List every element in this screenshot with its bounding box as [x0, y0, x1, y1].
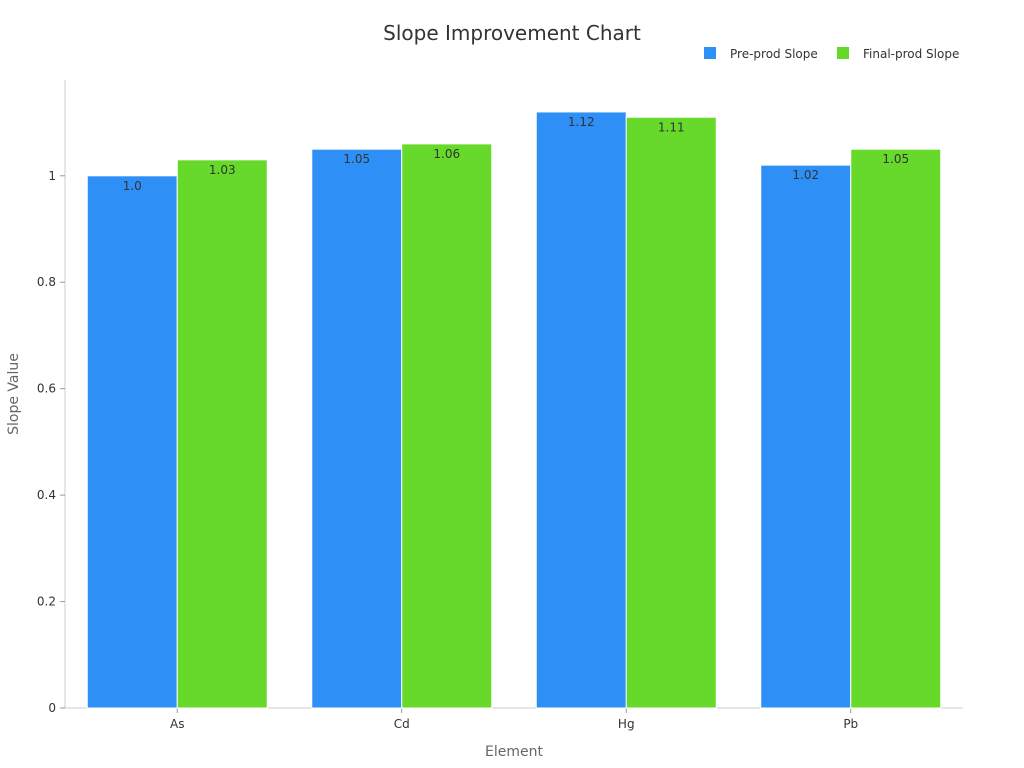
bar: [535, 111, 627, 709]
bar: [625, 116, 717, 709]
y-tick-label: 0.2: [37, 595, 56, 609]
data-label: 1.12: [568, 115, 595, 129]
x-tick-label: Hg: [618, 717, 635, 731]
chart-title: Slope Improvement Chart: [383, 21, 641, 45]
legend: Pre-prod Slope Final-prod Slope: [704, 47, 959, 61]
legend-swatch: [704, 47, 716, 59]
data-label: 1.05: [882, 152, 909, 166]
y-tick-label: 0.8: [37, 275, 56, 289]
bar: [850, 148, 942, 709]
data-label: 1.02: [792, 168, 819, 182]
x-tick-label: Pb: [843, 717, 858, 731]
data-label: 1.11: [658, 120, 685, 134]
data-label: 1.06: [433, 147, 460, 161]
bar: [401, 143, 493, 709]
bar: [760, 164, 852, 709]
x-axis: As Cd Hg Pb: [65, 707, 963, 731]
data-label: 1.0: [123, 179, 142, 193]
legend-label: Pre-prod Slope: [730, 47, 818, 61]
legend-swatch: [837, 47, 849, 59]
y-axis: 0 0.2 0.4 0.6 0.8 1: [37, 80, 66, 715]
y-axis-title: Slope Value: [6, 353, 22, 435]
x-tick-label: Cd: [394, 717, 410, 731]
x-axis-title: Element: [485, 744, 543, 760]
y-tick-label: 0.6: [37, 382, 56, 396]
bar: [311, 148, 403, 709]
y-tick-label: 1: [48, 169, 56, 183]
x-tick-label: As: [170, 717, 184, 731]
legend-label: Final-prod Slope: [863, 47, 959, 61]
bar: [176, 159, 268, 709]
bar: [86, 175, 178, 709]
y-tick-label: 0: [48, 701, 56, 715]
y-tick-label: 0.4: [37, 488, 56, 502]
data-labels: 1.0 1.03 1.05 1.06 1.12 1.11 1.02 1.05: [123, 115, 909, 193]
data-label: 1.03: [209, 163, 236, 177]
bars: [86, 111, 942, 709]
data-label: 1.05: [343, 152, 370, 166]
